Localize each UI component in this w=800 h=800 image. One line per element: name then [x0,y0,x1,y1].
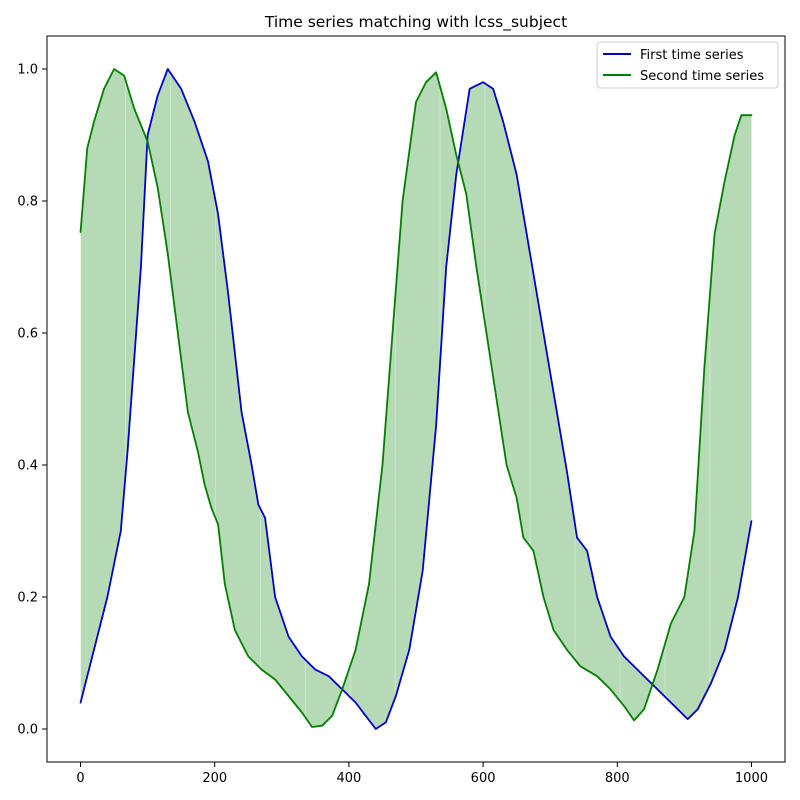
legend-label-second-series: Second time series [640,69,764,84]
x-tick-label: 600 [471,771,496,786]
y-tick-label: 0.4 [17,459,38,474]
y-tick-label: 0.8 [17,195,38,210]
y-tick-label: 0.6 [17,327,38,342]
x-tick-label: 200 [202,771,227,786]
y-tick-label: 1.0 [17,63,38,78]
y-tick-label: 0.2 [17,591,38,606]
legend: First time series Second time series [597,42,778,88]
x-tick-label: 1000 [735,771,768,786]
legend-label-first-series: First time series [640,48,744,63]
chart-title: Time series matching with lcss_subject [264,13,567,32]
x-tick-label: 0 [76,771,84,786]
x-tick-label: 800 [605,771,630,786]
x-tick-label: 400 [336,771,361,786]
y-tick-label: 0.0 [17,723,38,738]
